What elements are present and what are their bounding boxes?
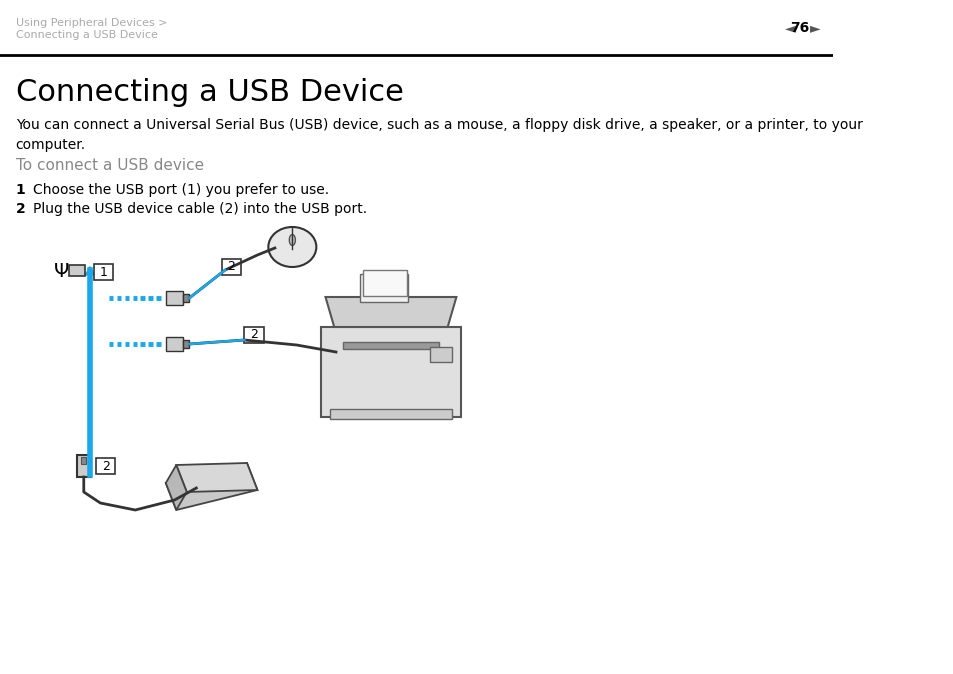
Text: 1: 1 [100, 266, 108, 278]
Text: Plug the USB device cable (2) into the USB port.: Plug the USB device cable (2) into the U… [33, 202, 367, 216]
Text: Using Peripheral Devices >: Using Peripheral Devices > [15, 18, 167, 28]
Text: Ψ: Ψ [54, 262, 70, 281]
Polygon shape [176, 463, 257, 492]
Bar [166, 291, 183, 305]
Bar [342, 342, 438, 349]
Bar [330, 409, 452, 419]
Bar [76, 455, 91, 477]
FancyArrowPatch shape [87, 268, 93, 275]
Bar [69, 265, 85, 276]
Text: 76: 76 [790, 21, 809, 35]
Bar [321, 327, 460, 417]
Polygon shape [166, 465, 187, 510]
Text: 2: 2 [102, 460, 110, 472]
Bar [96, 458, 115, 474]
Bar [430, 347, 452, 362]
Text: Connecting a USB Device: Connecting a USB Device [15, 78, 403, 107]
Text: ◄: ◄ [784, 21, 795, 35]
Text: 2: 2 [227, 260, 235, 274]
Bar [244, 327, 263, 343]
Text: 2: 2 [250, 328, 257, 342]
Bar [94, 264, 113, 280]
Ellipse shape [268, 227, 316, 267]
Text: To connect a USB device: To connect a USB device [15, 158, 204, 173]
Polygon shape [325, 297, 456, 327]
Text: Connecting a USB Device: Connecting a USB Device [15, 30, 157, 40]
Polygon shape [166, 463, 257, 510]
Text: You can connect a Universal Serial Bus (USB) device, such as a mouse, a floppy d: You can connect a Universal Serial Bus (… [15, 118, 862, 152]
Text: ►: ► [809, 21, 820, 35]
Bar [363, 270, 406, 296]
Text: Choose the USB port (1) you prefer to use.: Choose the USB port (1) you prefer to us… [33, 183, 329, 197]
Bar [221, 259, 240, 275]
Bar [183, 294, 189, 302]
Text: 1: 1 [15, 183, 26, 197]
Bar [81, 457, 86, 464]
Bar [166, 337, 183, 351]
Text: 2: 2 [15, 202, 26, 216]
Bar [360, 274, 408, 302]
Bar [183, 340, 189, 348]
Ellipse shape [289, 235, 295, 245]
